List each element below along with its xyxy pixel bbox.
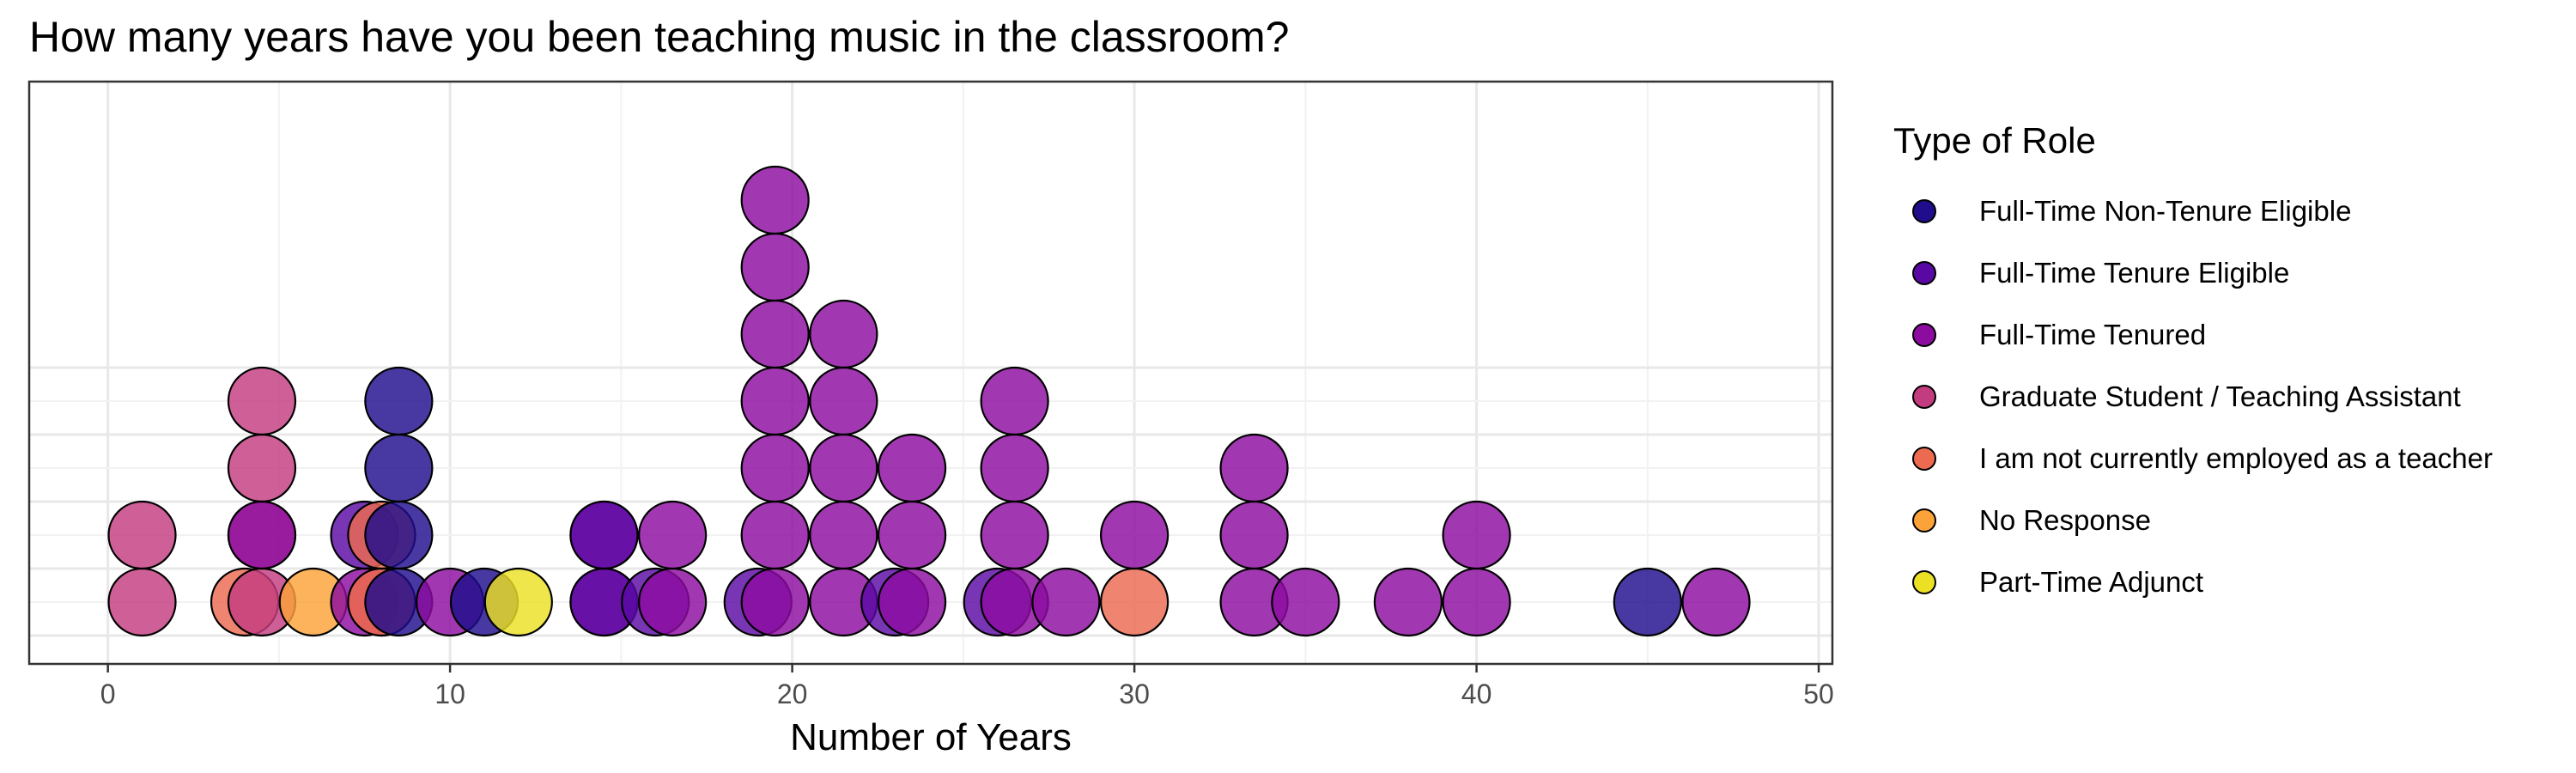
x-tick-label: 50 [1803,679,1834,709]
data-point [809,433,878,503]
x-tick-label: 10 [434,679,465,709]
data-point [1442,567,1511,637]
data-point [1031,567,1101,637]
data-point [107,500,177,570]
legend-label: No Response [1979,504,2151,536]
data-point [364,433,434,503]
plot-panel-background [29,82,1832,664]
data-point [227,500,297,570]
chart-title: How many years have you been teaching mu… [29,13,1290,61]
data-point [364,500,434,570]
data-point [809,366,878,436]
data-point [740,165,810,235]
data-point [1099,567,1170,637]
legend-swatch [1912,508,1936,533]
x-tick-label: 20 [777,679,808,709]
data-point [1219,500,1289,570]
data-point [227,433,297,503]
legend-item: Full-Time Tenured [1893,304,2493,366]
data-point [1442,500,1511,570]
data-point [980,500,1049,570]
legend-swatch [1912,447,1936,471]
data-point [740,500,810,570]
legend-label: Full-Time Non-Tenure Eligible [1979,195,2352,227]
legend-item: No Response [1893,490,2493,551]
data-point [740,299,810,369]
legend-label: I am not currently employed as a teacher [1979,442,2493,474]
data-point [740,366,810,436]
data-point [569,500,639,570]
data-point [483,567,553,637]
legend-swatch [1912,570,1936,594]
data-point [877,433,947,503]
data-point [107,567,177,637]
legend-label: Full-Time Tenured [1979,319,2207,350]
legend-label: Graduate Student / Teaching Assistant [1979,380,2461,412]
data-point [740,433,810,503]
legend-label: Full-Time Tenure Eligible [1979,257,2290,289]
x-tick-label: 30 [1119,679,1150,709]
legend: Type of Role Full-Time Non-Tenure Eligib… [1893,120,2493,613]
data-point [877,567,947,637]
data-point [980,433,1049,503]
data-points [107,165,1751,637]
data-point [1219,433,1289,503]
data-point [809,500,878,570]
plot-panel-border [27,80,1834,666]
data-point [638,567,708,637]
data-point [638,500,708,570]
x-axis: 0 10 20 30 40 50 [100,664,1834,709]
legend-item: Part-Time Adjunct [1893,551,2493,613]
legend-swatch [1912,323,1936,347]
data-point [740,232,810,302]
legend-swatch [1912,261,1936,285]
data-point [809,299,878,369]
data-point [1613,567,1682,637]
data-point [1373,567,1443,637]
x-tick-label: 0 [100,679,116,709]
data-point [1099,500,1170,570]
legend-swatch [1912,199,1936,223]
data-point [740,567,810,637]
x-tick-label: 40 [1461,679,1492,709]
legend-items: Full-Time Non-Tenure Eligible Full-Time T… [1893,180,2493,613]
data-point [227,366,297,436]
legend-swatch [1912,385,1936,409]
legend-label: Part-Time Adjunct [1979,566,2204,598]
data-point [364,366,434,436]
data-point [877,500,947,570]
data-point [1271,567,1340,637]
legend-item: I am not currently employed as a teacher [1893,428,2493,490]
data-point [1681,567,1751,637]
legend-item: Full-Time Tenure Eligible [1893,242,2493,304]
x-axis-label: Number of Years [790,716,1072,758]
legend-item: Graduate Student / Teaching Assistant [1893,366,2493,428]
legend-item: Full-Time Non-Tenure Eligible [1893,180,2493,242]
data-point [980,366,1049,436]
legend-title: Type of Role [1893,120,2096,161]
